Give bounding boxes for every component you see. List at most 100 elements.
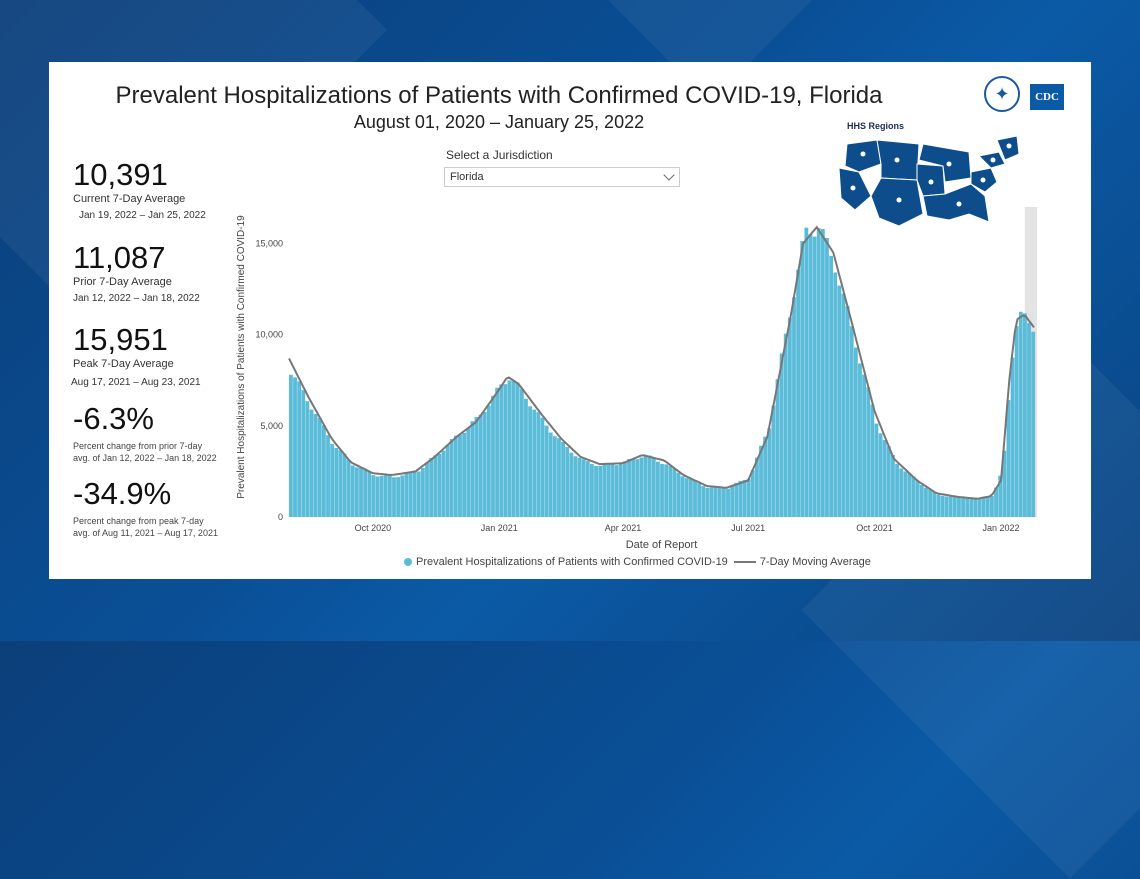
- legend-line-swatch: [733, 561, 756, 564]
- bar: [635, 459, 640, 517]
- jurisdiction-select[interactable]: Florida: [444, 167, 680, 187]
- hospitalizations-chart: 0 5,000 10,000 15,000 Oct 2020 Jan 2021 Apr 20…: [236, 207, 1037, 551]
- bar: [404, 473, 409, 517]
- hhs-regions-map[interactable]: [819, 134, 1039, 230]
- stat-label-2: avg. of Aug 11, 2021 – Aug 17, 2021: [73, 528, 218, 538]
- bar: [804, 227, 809, 517]
- bar: [371, 475, 376, 517]
- bar: [491, 395, 495, 517]
- bar: [965, 498, 970, 517]
- bar: [775, 379, 780, 517]
- bar: [594, 465, 598, 517]
- stat-value: 10,391: [73, 157, 168, 192]
- map-region-5: [918, 143, 972, 183]
- stat-label: Peak 7-Day Average: [73, 358, 174, 370]
- bar: [985, 497, 990, 517]
- bar: [598, 465, 603, 517]
- bar: [738, 480, 743, 517]
- bar: [994, 487, 998, 517]
- bar: [792, 297, 796, 517]
- bar: [754, 457, 759, 517]
- logos: ✦ CDC: [984, 76, 1074, 116]
- bar: [367, 471, 372, 517]
- bar: [759, 445, 763, 517]
- legend-bars-swatch: [404, 558, 412, 567]
- bar: [928, 489, 932, 517]
- x-tick-label: Jan 2022: [982, 523, 1019, 533]
- bar: [449, 439, 454, 517]
- bar: [462, 432, 467, 517]
- bar: [891, 454, 895, 517]
- stat-change-prior: -6.3% Percent change from prior 7-day av…: [73, 402, 217, 464]
- bar: [350, 465, 355, 517]
- bar: [408, 471, 413, 517]
- moving-average-line: [288, 225, 1035, 500]
- stat-prior-avg: 11,087 Prior 7-Day Average Jan 12, 2022 …: [73, 241, 200, 306]
- bar: [816, 228, 821, 517]
- bar: [639, 457, 644, 517]
- bar: [973, 498, 978, 517]
- bar: [643, 455, 648, 517]
- y-axis-label: Prevalent Hospitalizations of Patients w…: [236, 215, 247, 499]
- bar: [919, 484, 924, 517]
- bar: [515, 382, 520, 517]
- jurisdiction-label: Select a Jurisdiction: [446, 148, 553, 162]
- bar: [289, 374, 293, 517]
- bar: [565, 447, 570, 517]
- bar: [895, 463, 899, 517]
- map-region-4: [922, 183, 990, 223]
- legend-bars-label: Prevalent Hospitalizations of Patients w…: [416, 556, 728, 569]
- bar: [309, 409, 314, 517]
- bar: [441, 450, 446, 517]
- chart-title: Prevalent Hospitalizations of Patients w…: [115, 82, 883, 109]
- bar: [981, 497, 986, 517]
- bar: [750, 470, 755, 517]
- bar: [536, 412, 541, 517]
- stat-label: Current 7-Day Average: [73, 193, 186, 205]
- bar: [400, 475, 405, 517]
- bar: [503, 384, 508, 517]
- bar: [948, 496, 953, 517]
- bar: [940, 495, 945, 517]
- bar: [453, 435, 458, 517]
- bar: [631, 458, 636, 517]
- bar: [796, 269, 801, 517]
- bar: [1018, 311, 1023, 517]
- bar: [301, 390, 306, 517]
- stat-range: Jan 19, 2022 – Jan 25, 2022: [79, 210, 206, 221]
- x-tick-label: Jan 2021: [481, 523, 518, 533]
- bar: [420, 467, 425, 517]
- bar: [511, 381, 516, 517]
- bar: [952, 495, 957, 517]
- bar: [346, 459, 351, 517]
- bar: [544, 425, 549, 517]
- bar: [330, 443, 335, 517]
- stat-current-avg: 10,391 Current 7-Day Average Jan 19, 202…: [73, 158, 206, 223]
- bar: [429, 457, 434, 517]
- stat-peak-avg: 15,951 Peak 7-Day Average Aug 17, 2021 –…: [71, 323, 201, 390]
- bar: [858, 363, 862, 517]
- bar: [726, 488, 730, 517]
- bar: [701, 486, 706, 517]
- bar: [577, 457, 582, 517]
- bar: [680, 476, 685, 517]
- bar: [532, 409, 537, 517]
- bar: [721, 488, 726, 517]
- bar: [812, 236, 817, 517]
- bar: [849, 326, 854, 517]
- bar: [1027, 323, 1031, 517]
- bar: [829, 255, 834, 517]
- bar: [334, 448, 339, 517]
- bar: [478, 414, 483, 517]
- bar: [470, 421, 475, 517]
- stat-range: Aug 17, 2021 – Aug 23, 2021: [71, 377, 201, 388]
- bar: [709, 487, 714, 517]
- bar: [800, 241, 805, 517]
- bar: [866, 387, 871, 517]
- bar: [730, 485, 735, 517]
- bar: [540, 417, 545, 517]
- bar: [433, 455, 438, 517]
- x-axis-label: Date of Report: [626, 539, 698, 551]
- bar: [495, 387, 500, 517]
- bar: [499, 384, 504, 517]
